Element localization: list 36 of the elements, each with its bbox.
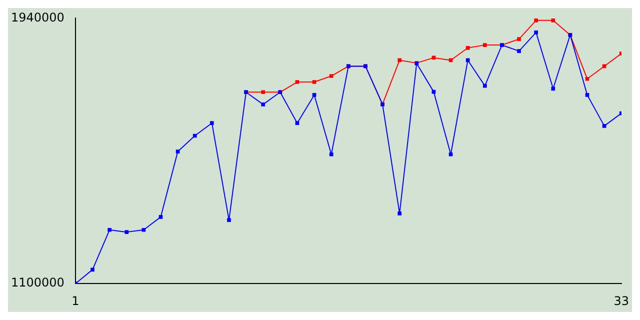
point <box>534 18 538 22</box>
point <box>227 218 231 222</box>
point <box>466 46 470 50</box>
point <box>158 215 163 219</box>
point <box>482 84 487 88</box>
point <box>261 90 266 94</box>
point <box>192 134 197 138</box>
point <box>176 150 180 154</box>
point <box>602 124 606 128</box>
point <box>329 152 334 156</box>
point <box>517 49 521 53</box>
point <box>261 102 266 106</box>
point <box>210 121 214 126</box>
point <box>90 268 94 272</box>
point <box>329 74 334 78</box>
x-tick-label: 1 <box>72 294 80 308</box>
point <box>551 18 556 22</box>
point <box>482 43 487 47</box>
point <box>142 228 146 232</box>
point <box>295 80 300 84</box>
y-tick-label: 1100000 <box>10 276 64 290</box>
y-tick-label: 1940000 <box>10 10 64 24</box>
point <box>534 30 538 34</box>
point <box>312 80 316 84</box>
point <box>448 152 453 156</box>
point <box>124 230 129 234</box>
point <box>551 86 556 91</box>
point <box>517 37 521 41</box>
point <box>295 121 300 126</box>
point <box>585 93 590 97</box>
x-tick-label: 33 <box>614 294 630 308</box>
point <box>312 93 316 97</box>
point <box>398 58 402 62</box>
point <box>585 76 590 81</box>
point <box>108 228 112 232</box>
point <box>398 212 402 216</box>
